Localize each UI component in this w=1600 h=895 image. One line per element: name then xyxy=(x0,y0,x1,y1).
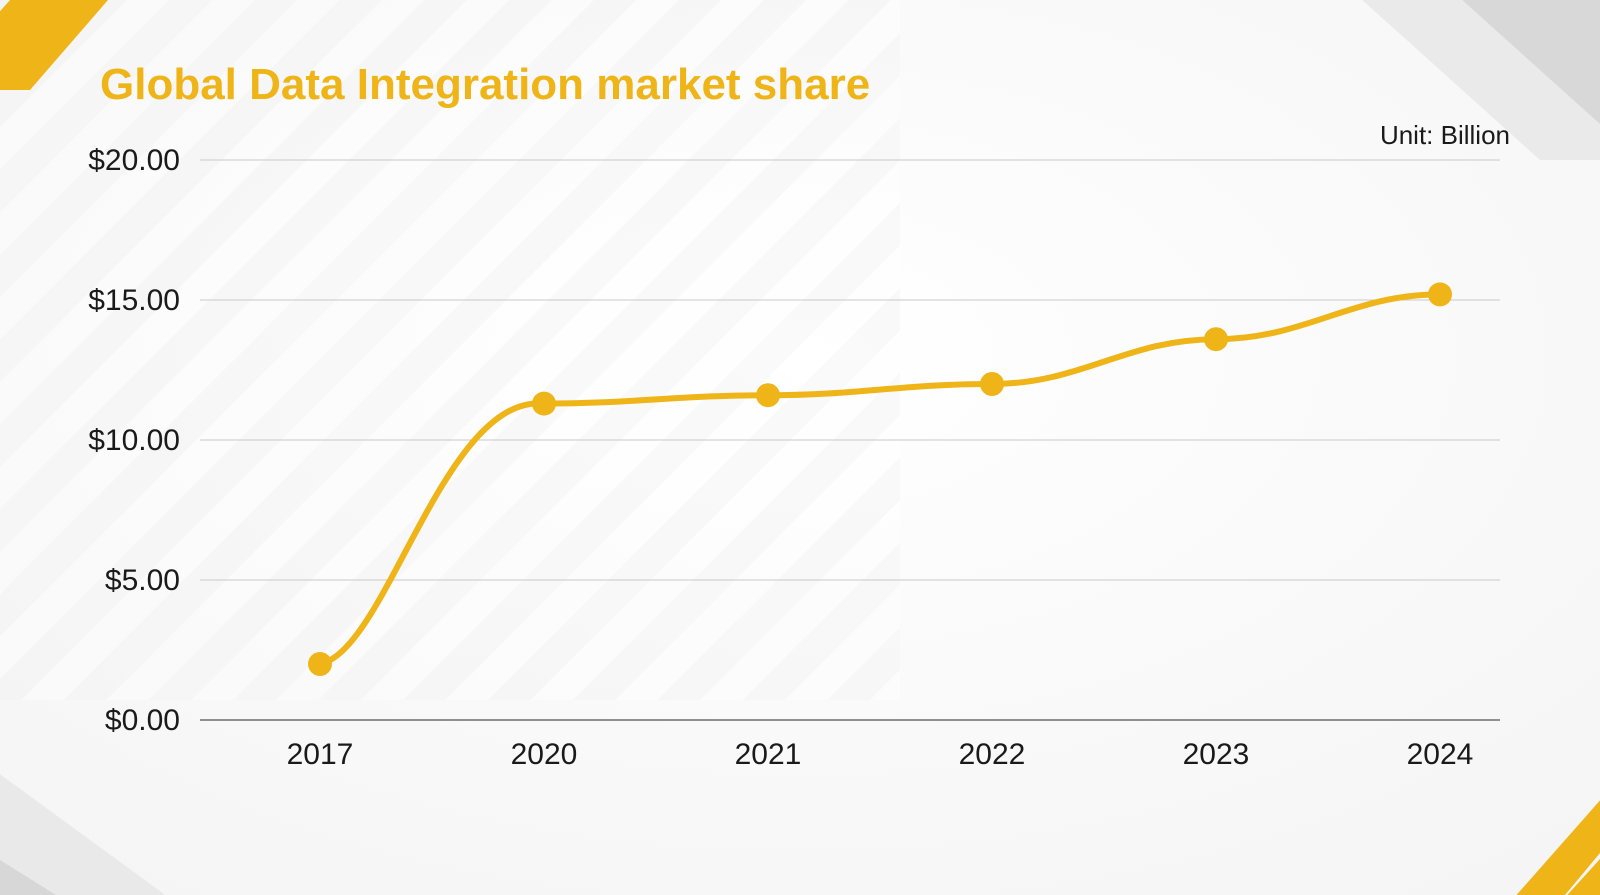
x-tick-label: 2022 xyxy=(959,738,1026,771)
y-tick-label: $10.00 xyxy=(88,424,180,457)
x-tick-label: 2020 xyxy=(511,738,578,771)
unit-label: Unit: Billion xyxy=(1380,120,1510,151)
y-tick-label: $15.00 xyxy=(88,284,180,317)
y-tick-label: $20.00 xyxy=(88,144,180,177)
chart-title: Global Data Integration market share xyxy=(100,60,870,110)
series-marker xyxy=(980,372,1004,396)
x-tick-label: 2023 xyxy=(1183,738,1250,771)
x-tick-label: 2017 xyxy=(287,738,354,771)
x-tick-label: 2024 xyxy=(1407,738,1474,771)
slide: $0.00 $5.00 $10.00 $15.00 $20.00 2017 2020 2021… xyxy=(0,0,1600,895)
y-tick-label: $0.00 xyxy=(105,704,180,737)
series-marker xyxy=(1428,282,1452,306)
chart-canvas: $0.00 $5.00 $10.00 $15.00 $20.00 2017 2020 2021… xyxy=(0,0,1600,895)
y-tick-label: $5.00 xyxy=(105,564,180,597)
series-marker xyxy=(532,392,556,416)
x-tick-label: 2021 xyxy=(735,738,802,771)
series-marker xyxy=(1204,327,1228,351)
series-marker xyxy=(756,383,780,407)
series-marker xyxy=(308,652,332,676)
